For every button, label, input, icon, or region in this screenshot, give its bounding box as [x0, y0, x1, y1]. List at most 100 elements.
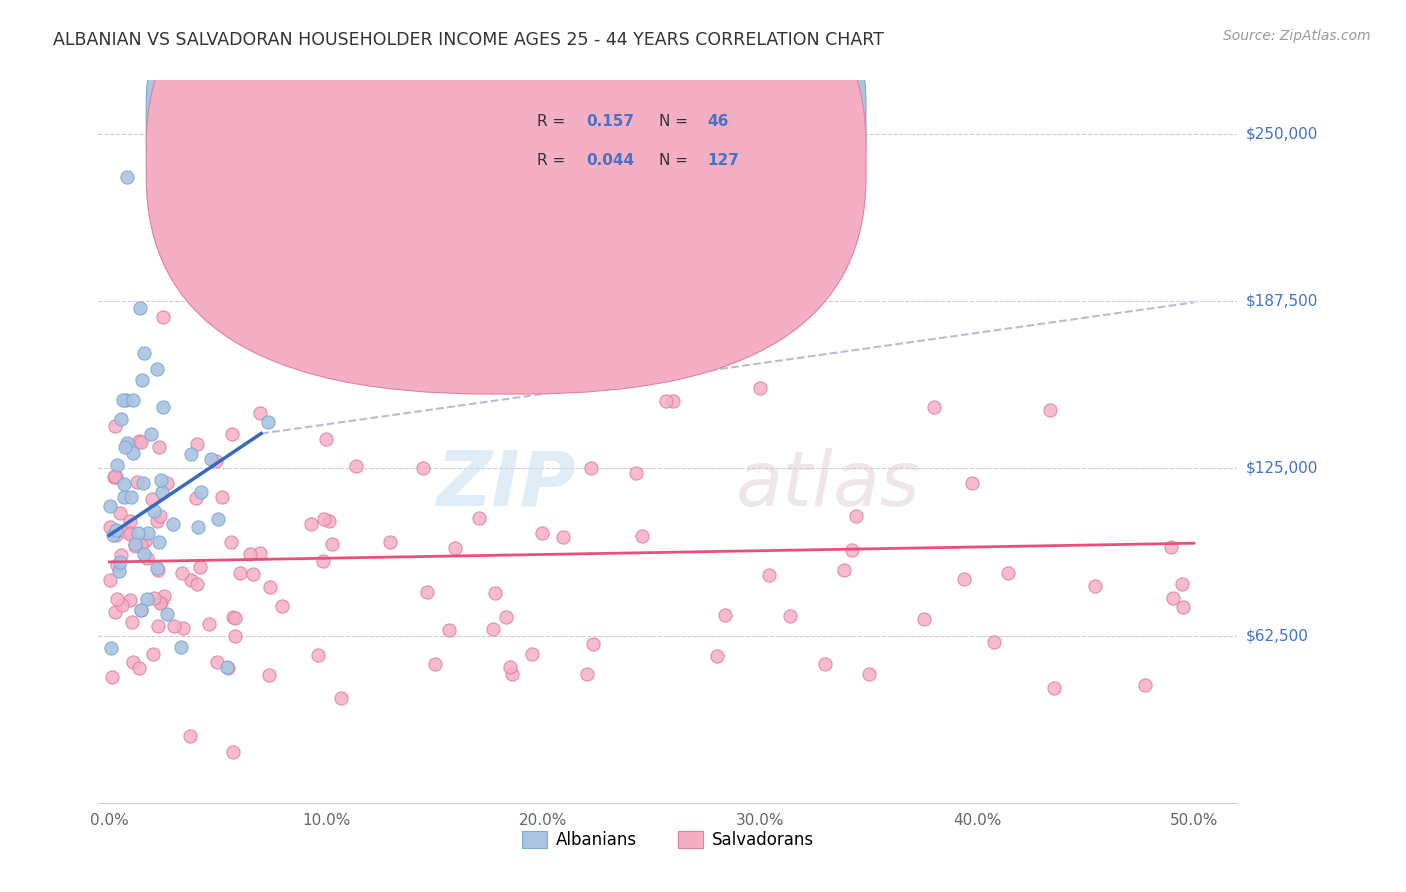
Point — [143, 591, 166, 606]
Point — [439, 623, 461, 637]
Point — [152, 310, 174, 325]
Point — [156, 607, 179, 621]
Point — [1160, 541, 1182, 555]
Point — [150, 485, 173, 500]
Point — [104, 469, 127, 483]
Point — [501, 666, 523, 681]
Point — [114, 440, 136, 454]
Text: $125,000: $125,000 — [1246, 461, 1317, 475]
Point — [299, 517, 322, 532]
Point — [329, 691, 352, 706]
Text: 0.044: 0.044 — [586, 153, 634, 169]
Point — [779, 608, 801, 623]
Point — [149, 596, 172, 610]
Point — [153, 590, 176, 604]
Point — [131, 603, 153, 617]
Point — [416, 584, 439, 599]
Point — [841, 543, 863, 558]
Point — [118, 592, 141, 607]
Point — [110, 548, 132, 562]
Point — [152, 400, 174, 414]
Point — [142, 647, 165, 661]
Point — [499, 660, 522, 674]
Point — [270, 599, 292, 613]
Point — [118, 525, 141, 540]
Point — [132, 476, 155, 491]
Text: 0.157: 0.157 — [586, 114, 634, 129]
Point — [122, 393, 145, 408]
Point — [229, 566, 252, 581]
Point — [922, 400, 945, 414]
Point — [100, 573, 122, 587]
Point — [150, 473, 173, 487]
Point — [834, 563, 856, 577]
Text: Source: ZipAtlas.com: Source: ZipAtlas.com — [1223, 29, 1371, 43]
Point — [105, 591, 128, 606]
Point — [112, 393, 135, 408]
Point — [111, 598, 134, 612]
Point — [706, 648, 728, 663]
Text: ZIP: ZIP — [437, 448, 576, 522]
Point — [112, 490, 135, 504]
Point — [148, 564, 170, 578]
Text: $187,500: $187,500 — [1246, 293, 1317, 309]
Point — [997, 566, 1019, 580]
Point — [1171, 599, 1194, 614]
Point — [170, 566, 193, 581]
Point — [128, 661, 150, 675]
Point — [121, 655, 143, 669]
Point — [129, 435, 152, 450]
Point — [110, 411, 132, 425]
Point — [98, 519, 121, 533]
Point — [186, 491, 208, 505]
Point — [520, 647, 543, 661]
Point — [484, 586, 506, 600]
Point — [156, 475, 179, 490]
Point — [221, 535, 243, 549]
Point — [121, 615, 143, 629]
Point — [148, 440, 170, 454]
Point — [530, 526, 553, 541]
Point — [344, 458, 367, 473]
Point — [654, 393, 676, 408]
Point — [1171, 577, 1194, 591]
Point — [378, 535, 401, 549]
Point — [249, 406, 271, 420]
Point — [127, 526, 149, 541]
Point — [146, 362, 169, 376]
Point — [134, 534, 156, 549]
Point — [551, 530, 574, 544]
Point — [211, 490, 233, 504]
FancyBboxPatch shape — [146, 0, 866, 394]
Point — [145, 561, 167, 575]
Point — [814, 657, 837, 671]
Point — [170, 640, 193, 654]
Point — [115, 436, 138, 450]
Point — [129, 603, 152, 617]
Point — [626, 467, 648, 481]
Point — [242, 567, 264, 582]
Point — [162, 517, 184, 532]
Point — [105, 469, 128, 483]
Point — [115, 169, 138, 184]
Text: $250,000: $250,000 — [1246, 127, 1317, 141]
Text: R =: R = — [537, 114, 569, 129]
Point — [257, 415, 280, 429]
Point — [142, 504, 165, 518]
Text: N =: N = — [659, 114, 693, 129]
Point — [108, 506, 131, 520]
Point — [221, 427, 243, 442]
Point — [200, 452, 222, 467]
Point — [149, 594, 172, 608]
Point — [321, 537, 343, 551]
Point — [121, 490, 143, 504]
Point — [105, 558, 128, 573]
Point — [100, 640, 122, 655]
Point — [101, 670, 124, 684]
Text: atlas: atlas — [737, 448, 921, 522]
Point — [1161, 591, 1184, 605]
FancyBboxPatch shape — [146, 0, 866, 355]
Point — [467, 511, 489, 525]
Point — [120, 527, 142, 541]
Legend: Albanians, Salvadorans: Albanians, Salvadorans — [516, 824, 820, 856]
